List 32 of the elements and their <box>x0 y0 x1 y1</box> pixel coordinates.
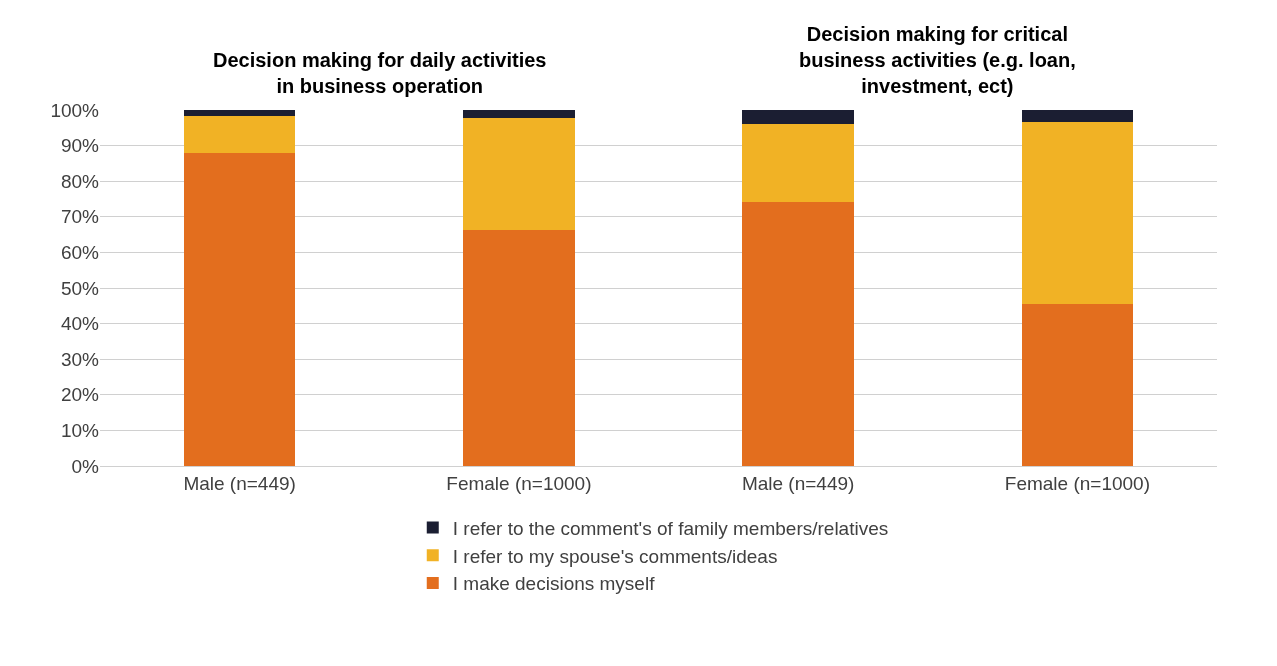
bar <box>183 110 296 117</box>
bar <box>742 110 854 124</box>
bar <box>183 152 296 466</box>
text: Decision making for daily activities in business operation <box>213 49 547 97</box>
bar <box>463 117 575 230</box>
x-tick-label: Male (n=449) <box>741 472 855 494</box>
x-tick-label: Male (n=449) <box>183 472 296 494</box>
bar <box>1021 122 1134 305</box>
bar <box>1021 304 1134 466</box>
y-tick-label: 80% <box>60 170 100 192</box>
legend-label: I refer to my spouse's comments/ideas <box>452 545 778 567</box>
bar <box>463 229 575 466</box>
text: Decision making for critical business activities (e.g. loan, investment, ect) <box>799 23 1076 97</box>
bar <box>463 110 575 118</box>
y-tick-label: 20% <box>60 384 100 406</box>
bar <box>183 116 296 153</box>
y-tick-label: 10% <box>60 420 100 442</box>
bar <box>1021 110 1134 123</box>
x-tick-label: Female (n=1000) <box>1004 472 1150 494</box>
y-tick-label: 40% <box>60 313 100 335</box>
bar <box>742 201 854 466</box>
y-tick-label: 0% <box>71 455 100 477</box>
y-tick-label: 90% <box>60 135 100 157</box>
bar <box>742 123 854 202</box>
y-tick-label: 100% <box>50 99 100 121</box>
y-tick-label: 50% <box>60 277 100 299</box>
x-tick-label: Female (n=1000) <box>446 472 592 494</box>
y-tick-label: 30% <box>60 348 100 370</box>
y-tick-label: 70% <box>60 206 100 228</box>
legend-label: I make decisions myself <box>452 573 656 595</box>
legend-label: I refer to the comment's of family members/relatives <box>452 517 889 539</box>
y-tick-label: 60% <box>60 242 100 264</box>
